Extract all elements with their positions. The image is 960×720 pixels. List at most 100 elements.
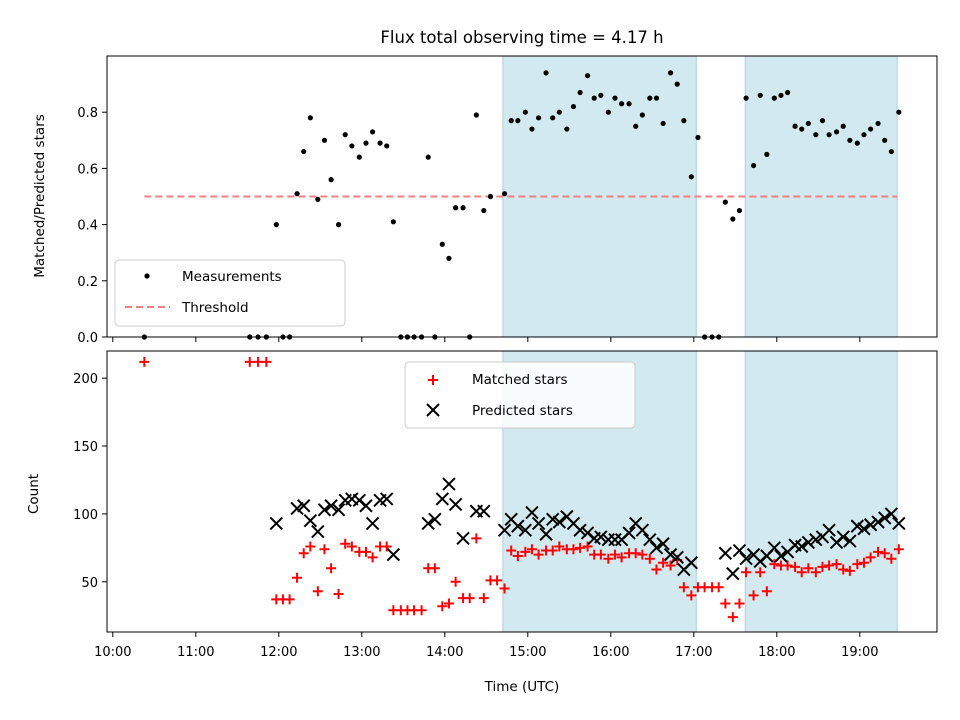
- x-tick-label: 14:00: [426, 645, 463, 660]
- matched-star-point: [865, 552, 876, 563]
- matched-star-point: [526, 544, 537, 555]
- matched-star-point: [547, 545, 558, 556]
- matched-star-point: [443, 598, 454, 609]
- predicted-star-point: [380, 492, 394, 506]
- measurement-point: [730, 216, 736, 222]
- measurement-point: [390, 219, 396, 225]
- y-tick-label: 0.0: [77, 331, 98, 346]
- matched-star-point: [665, 560, 676, 571]
- x-tick-label: 10:00: [94, 645, 131, 660]
- y-tick-label: 0.6: [77, 162, 98, 177]
- predicted-star-point: [365, 516, 380, 531]
- measurement-point: [868, 126, 874, 132]
- measurement-point: [273, 222, 279, 228]
- measurement-point: [453, 205, 459, 211]
- matched-star-point: [838, 564, 849, 575]
- measurement-point: [384, 143, 390, 149]
- measurement-point: [681, 118, 687, 124]
- matched-star-point: [831, 559, 842, 570]
- x-tick-label: 18:00: [758, 645, 795, 660]
- y-tick-label: 50: [81, 576, 98, 591]
- measurement-point: [294, 191, 300, 197]
- predicted-star-point: [871, 515, 885, 529]
- chart-title: Flux total observing time = 4.17 h: [380, 28, 663, 47]
- predicted-star-point: [518, 523, 533, 537]
- predicted-star-point: [795, 539, 809, 554]
- y-tick-label: 200: [73, 372, 98, 387]
- measurement-point: [771, 95, 777, 101]
- measurement-point: [377, 140, 383, 146]
- matched-star-point: [333, 588, 344, 599]
- matched-star-point: [595, 549, 606, 560]
- x-tick-label: 13:00: [343, 645, 380, 660]
- matched-star-point: [437, 601, 448, 612]
- y-tick-label: 0.4: [77, 219, 98, 234]
- bottom-axes-frame: [106, 350, 938, 633]
- measurement-point: [508, 118, 514, 124]
- matched-star-point: [741, 567, 752, 578]
- x-tick-label: 19:00: [841, 645, 878, 660]
- legend-predicted-label: Predicted stars: [472, 403, 573, 419]
- matched-star-point: [852, 559, 863, 570]
- matched-star-point: [686, 590, 697, 601]
- matched-star-point: [603, 553, 614, 564]
- predicted-star-point: [497, 523, 512, 537]
- predicted-star-point: [801, 535, 816, 550]
- measurement-point: [826, 132, 832, 138]
- matched-star-point: [575, 542, 586, 553]
- predicted-star-point: [684, 556, 699, 570]
- matched-star-point: [769, 559, 780, 570]
- measurement-point: [619, 101, 625, 107]
- predicted-star-point: [670, 550, 684, 565]
- measurement-point: [536, 115, 542, 121]
- bottom-legend-box: [404, 361, 636, 429]
- predicted-star-point: [331, 503, 346, 517]
- matched-star-point: [609, 549, 620, 560]
- predicted-star-point: [477, 504, 491, 518]
- measurement-point: [722, 199, 728, 205]
- measurement-point: [584, 73, 591, 79]
- predicted-star-point: [525, 505, 539, 520]
- matched-star-point: [727, 612, 738, 623]
- measurement-point: [515, 118, 521, 124]
- measurement-point: [605, 109, 611, 115]
- predicted-star-point: [552, 515, 567, 529]
- measurement-point: [335, 222, 342, 228]
- matched-star-point: [713, 582, 724, 593]
- predicted-star-point: [539, 527, 553, 541]
- predicted-star-point: [386, 547, 401, 562]
- measurement-point: [328, 177, 334, 183]
- measurement-point: [550, 115, 556, 121]
- measurement-point: [888, 148, 894, 155]
- measurement-point: [570, 103, 577, 110]
- predicted-star-point: [442, 477, 456, 491]
- predicted-star-point: [767, 541, 782, 555]
- bottom-y-axis-label: Count: [26, 474, 42, 514]
- matched-star-point: [790, 561, 801, 572]
- measurement-point: [633, 123, 639, 129]
- measurement-point: [363, 140, 369, 146]
- top-panel: 0.00.20.40.60.8 Matched/Predicted stars …: [32, 55, 938, 346]
- legend-predicted-marker: [426, 403, 440, 417]
- predicted-star-point: [311, 524, 325, 539]
- matched-star-point: [844, 565, 855, 576]
- measurement-point: [307, 115, 313, 121]
- predicted-star-point: [456, 531, 470, 546]
- measurement-point: [543, 70, 549, 76]
- matched-star-point: [644, 553, 655, 564]
- matched-star-point: [360, 546, 371, 557]
- measurement-point: [473, 112, 479, 118]
- measurement-point: [301, 148, 307, 155]
- matched-star-point: [879, 548, 890, 559]
- predicted-star-point: [635, 523, 650, 537]
- predicted-star-point: [656, 537, 670, 551]
- matched-star-point: [893, 544, 904, 555]
- measurement-point: [647, 95, 653, 101]
- matched-star-point: [873, 546, 884, 557]
- predicted-star-point: [718, 546, 733, 560]
- measurement-point: [896, 109, 902, 115]
- measurement-point: [598, 92, 604, 98]
- measurement-point: [577, 89, 583, 96]
- measurement-point: [556, 109, 562, 115]
- measurement-point: [854, 140, 860, 146]
